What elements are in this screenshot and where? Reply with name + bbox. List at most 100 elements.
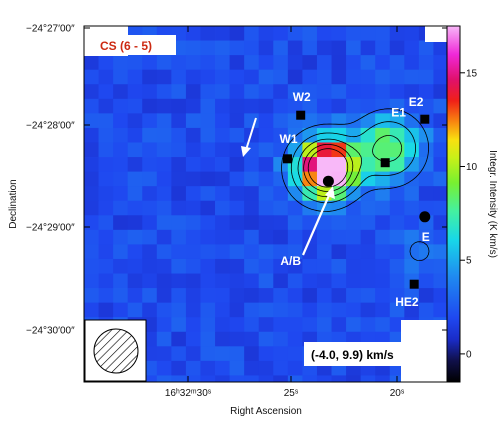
heatmap-pixel	[360, 200, 376, 216]
heatmap-pixel	[360, 273, 376, 289]
heatmap-pixel	[185, 346, 201, 362]
heatmap-pixel	[360, 186, 376, 202]
heatmap-pixel	[316, 244, 332, 260]
heatmap-pixel	[433, 229, 448, 245]
heatmap-pixel	[113, 113, 129, 129]
heatmap-pixel	[113, 273, 129, 289]
heatmap-pixel	[418, 258, 434, 274]
heatmap-pixel	[273, 142, 289, 158]
heatmap-pixel	[171, 360, 187, 376]
heatmap-pixel	[98, 215, 114, 231]
heatmap-pixel	[302, 40, 318, 56]
heatmap-pixel	[171, 288, 187, 304]
heatmap-pixel	[200, 55, 216, 71]
contour-level-5.5	[290, 121, 416, 204]
heatmap-pixel	[127, 69, 143, 85]
heatmap-pixel	[229, 98, 245, 114]
heatmap-pixel	[346, 244, 362, 260]
x-tick-label-2: 20ˢ	[390, 388, 405, 399]
y-axis-title: Declination	[8, 179, 19, 228]
heatmap-pixel	[185, 113, 201, 129]
heatmap-pixel	[404, 84, 420, 100]
heatmap-pixel	[127, 113, 143, 129]
heatmap-pixel	[229, 157, 245, 172]
heatmap-pixel	[171, 317, 187, 333]
heatmap-pixel	[200, 157, 216, 172]
heatmap-pixel	[244, 317, 260, 333]
heatmap-pixel	[331, 142, 347, 158]
heatmap-pixel	[404, 302, 420, 318]
heatmap-pixel	[331, 273, 347, 289]
heatmap-pixel	[171, 258, 187, 274]
heatmap-pixel	[389, 244, 405, 260]
heatmap-pixel	[84, 215, 99, 231]
heatmap-pixel	[142, 98, 158, 114]
heatmap-pixel	[302, 171, 318, 187]
heatmap-pixel	[375, 317, 391, 333]
colorbar-tick-10: 10	[466, 162, 478, 173]
heatmap-pixel	[433, 200, 448, 216]
heatmap-pixel	[244, 69, 260, 85]
heatmap-pixel	[113, 215, 129, 231]
heatmap-pixel	[185, 215, 201, 231]
heatmap-pixel	[229, 229, 245, 245]
heatmap-pixel	[287, 26, 303, 41]
heatmap-pixel	[375, 40, 391, 56]
heatmap-pixel	[346, 200, 362, 216]
heatmap-pixel	[244, 40, 260, 56]
heatmap-pixel	[185, 244, 201, 260]
heatmap-pixel	[360, 244, 376, 260]
heatmap-pixel	[156, 113, 172, 129]
heatmap-pixel	[98, 302, 114, 318]
heatmap-pixel	[98, 69, 114, 85]
heatmap-pixel	[98, 84, 114, 100]
heatmap-pixel	[171, 244, 187, 260]
heatmap-pixel	[142, 244, 158, 260]
heatmap-pixel	[404, 142, 420, 158]
heatmap-pixel	[389, 302, 405, 318]
heatmap-pixel	[346, 375, 362, 382]
heatmap-pixel	[418, 273, 434, 289]
heatmap-pixel	[360, 317, 376, 333]
heatmap-pixel	[229, 200, 245, 216]
heatmap-pixel	[185, 375, 201, 382]
heatmap-pixel	[113, 142, 129, 158]
heatmap-pixel	[316, 258, 332, 274]
heatmap-pixel	[258, 229, 274, 245]
heatmap-pixel	[360, 26, 376, 41]
heatmap-pixel	[302, 157, 318, 172]
heatmap-pixel	[375, 69, 391, 85]
heatmap-pixel	[433, 302, 448, 318]
y-tick-label-3: −24°30′00″	[26, 326, 75, 337]
heatmap-pixel	[142, 258, 158, 274]
heatmap-pixel	[302, 186, 318, 202]
heatmap-pixel	[287, 55, 303, 71]
heatmap-pixel	[156, 171, 172, 187]
heatmap-pixel	[360, 288, 376, 304]
heatmap-pixel	[316, 84, 332, 100]
heatmap-pixel	[316, 98, 332, 114]
heatmap-pixel	[404, 55, 420, 71]
heatmap-pixel	[200, 142, 216, 158]
heatmap-pixel	[404, 244, 420, 260]
heatmap-pixel	[142, 55, 158, 71]
marker-e2	[420, 114, 430, 124]
heatmap-pixel	[360, 258, 376, 274]
heatmap-pixel	[360, 157, 376, 172]
heatmap-pixel	[433, 142, 448, 158]
heatmap-pixel	[375, 142, 391, 158]
heatmap-pixel	[346, 157, 362, 172]
heatmap-pixel	[287, 346, 303, 362]
heatmap-pixel	[433, 244, 448, 260]
heatmap-pixel	[200, 200, 216, 216]
heatmap-pixel	[84, 127, 99, 143]
beam	[84, 319, 147, 382]
heatmap-pixel	[287, 331, 303, 347]
heatmap-pixel	[142, 200, 158, 216]
heatmap-pixel	[98, 98, 114, 114]
heatmap-pixel	[215, 244, 230, 260]
contour-level-11	[303, 144, 354, 192]
heatmap-pixel	[84, 98, 99, 114]
heatmap-pixel	[433, 215, 448, 231]
heatmap-pixel	[331, 229, 347, 245]
